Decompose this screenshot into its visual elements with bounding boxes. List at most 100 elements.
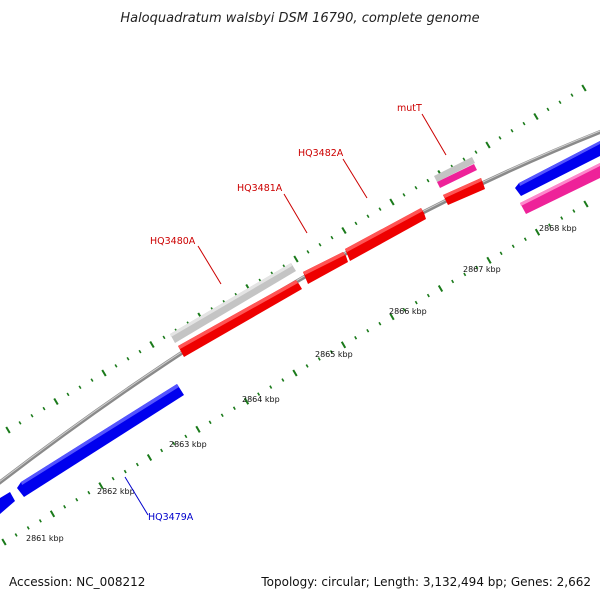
leader-line-hq3482a	[342, 158, 368, 199]
minor-tick	[257, 392, 261, 396]
genome-summary-text: Topology: circular; Length: 3,132,494 bp…	[260, 575, 591, 589]
minor-tick	[269, 385, 273, 389]
map-title: Haloquadratum walsbyi DSM 16790, complet…	[120, 11, 479, 26]
inner-tick-ring	[1, 200, 589, 546]
minor-tick	[414, 300, 418, 305]
minor-tick	[90, 378, 94, 382]
major-tick	[581, 84, 587, 92]
minor-tick	[366, 214, 370, 219]
gene-label-mutt[interactable]: mutT	[397, 103, 422, 114]
minor-tick	[317, 357, 321, 361]
major-tick	[1, 538, 7, 546]
cds-forward-hq3480a[interactable]	[178, 280, 302, 357]
major-tick	[534, 228, 541, 236]
minor-tick	[354, 336, 358, 340]
minor-tick	[426, 178, 430, 183]
major-tick	[195, 425, 201, 433]
minor-tick	[18, 421, 22, 425]
minor-tick	[123, 469, 127, 474]
major-tick	[98, 482, 104, 490]
cds-forward-hq3482a[interactable]	[345, 208, 426, 261]
minor-tick	[572, 209, 576, 213]
minor-tick	[522, 121, 526, 126]
minor-tick	[14, 533, 18, 537]
tick-label: 2862 kbp	[97, 487, 135, 496]
gene-label-hq3480a[interactable]: HQ3480A	[150, 236, 196, 247]
minor-tick	[402, 307, 406, 312]
minor-tick	[499, 251, 503, 256]
minor-tick	[305, 364, 309, 368]
cds-reverse-right[interactable]	[515, 141, 600, 196]
minor-tick	[510, 128, 514, 133]
minor-tick	[111, 476, 115, 481]
minor-tick	[570, 93, 574, 97]
minor-tick	[281, 378, 285, 382]
rna-feature-hq3480a[interactable]	[170, 263, 296, 343]
misc-feature-right[interactable]	[520, 163, 600, 214]
minor-tick	[172, 441, 176, 446]
gene-label-hq3479a[interactable]: HQ3479A	[148, 512, 194, 523]
minor-tick	[329, 350, 333, 354]
major-tick	[340, 341, 347, 349]
cds-reverse-hq3479a[interactable]	[0, 492, 15, 514]
major-tick	[341, 226, 347, 235]
major-tick	[389, 198, 395, 206]
misc-feature-mutt[interactable]	[437, 164, 477, 188]
minor-tick	[378, 207, 382, 211]
tick-label: 2861 kbp	[26, 534, 64, 543]
major-tick	[292, 369, 298, 377]
minor-tick	[548, 223, 552, 227]
gene-label-hq3482a[interactable]: HQ3482A	[298, 148, 344, 159]
major-tick	[533, 112, 539, 121]
cds-reverse-mid[interactable]	[17, 384, 184, 497]
rna-feature-mutt[interactable]	[434, 157, 475, 182]
tick-label: 2865 kbp	[315, 350, 353, 359]
minor-tick	[135, 462, 139, 467]
tick-label: 2863 kbp	[169, 440, 207, 449]
major-tick	[486, 256, 492, 264]
minor-tick	[220, 413, 224, 418]
major-tick	[437, 284, 444, 293]
minor-tick	[462, 157, 466, 162]
major-tick	[101, 369, 107, 377]
minor-tick	[42, 406, 46, 411]
minor-tick	[208, 420, 212, 425]
minor-tick	[451, 279, 455, 284]
minor-tick	[160, 448, 164, 453]
genome-backbone	[0, 129, 600, 485]
major-tick	[485, 141, 491, 149]
major-tick	[389, 313, 395, 321]
major-tick	[149, 340, 155, 349]
minor-tick	[378, 321, 382, 326]
leader-line-mutt	[421, 113, 447, 156]
major-tick	[243, 397, 250, 405]
minor-tick	[474, 150, 478, 154]
minor-tick	[38, 519, 42, 523]
major-tick	[293, 255, 299, 263]
minor-tick	[318, 242, 322, 247]
outer-tick-ring	[5, 84, 587, 434]
major-tick	[49, 510, 56, 518]
minor-tick	[402, 193, 406, 197]
major-tick	[583, 200, 589, 208]
minor-tick	[560, 216, 564, 220]
cds-forward-hq3481a[interactable]	[303, 252, 348, 284]
leader-line-hq3479a	[124, 476, 149, 516]
minor-tick	[87, 490, 91, 495]
minor-tick	[63, 505, 67, 509]
tick-label: 2867 kbp	[463, 265, 501, 274]
minor-tick	[138, 349, 142, 354]
minor-tick	[366, 328, 370, 333]
minor-tick	[330, 235, 334, 240]
minor-tick	[30, 413, 34, 418]
genome-backbone-highlight	[0, 130, 600, 482]
minor-tick	[498, 136, 502, 140]
minor-tick	[66, 392, 70, 397]
accession-text: Accession: NC_008212	[9, 575, 145, 589]
minor-tick	[463, 272, 467, 277]
minor-tick	[414, 185, 418, 190]
gene-label-hq3481a[interactable]: HQ3481A	[237, 183, 283, 194]
cds-forward-mutt[interactable]	[443, 178, 485, 205]
